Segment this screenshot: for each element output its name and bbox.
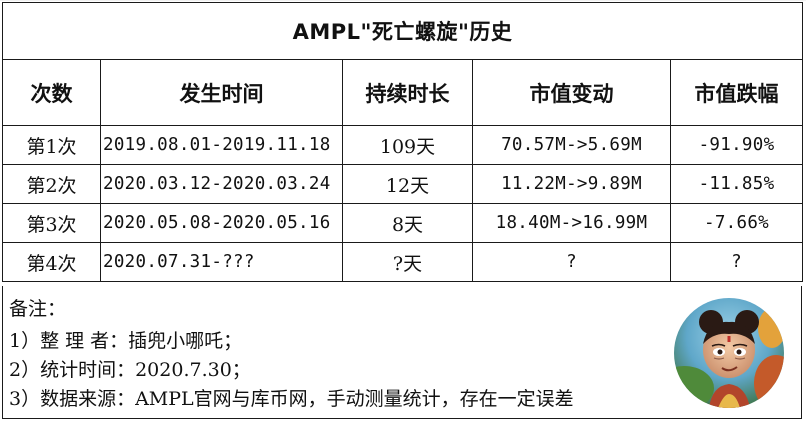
cell-count: 第2次	[2, 164, 101, 204]
cell-cap-change: 11.22M->9.89M	[472, 164, 671, 204]
cell-duration: ?天	[342, 242, 473, 282]
cell-cap-change: 70.57M->5.69M	[472, 125, 671, 165]
header-drop: 市值跌幅	[669, 59, 804, 126]
header-period: 发生时间	[100, 59, 343, 126]
table-row: 第1次 2019.08.01-2019.11.18 109天 70.57M->5…	[2, 125, 804, 165]
table-row: 第2次 2020.03.12-2020.03.24 12天 11.22M->9.…	[2, 164, 804, 204]
table-title: AMPL"死亡螺旋"历史	[1, 2, 804, 60]
notes-section: 备注： 1）整 理 者：插兜小哪吒； 2）统计时间：2020.7.30； 3）数…	[2, 286, 802, 419]
header-duration: 持续时长	[342, 59, 473, 126]
cell-duration: 12天	[342, 164, 473, 204]
cartoon-character-avatar	[674, 298, 784, 408]
cell-period: 2020.05.08-2020.05.16	[100, 203, 343, 243]
cell-period: 2020.03.12-2020.03.24	[100, 164, 343, 204]
header-count: 次数	[2, 59, 101, 126]
cell-cap-change: ?	[472, 242, 671, 282]
cell-period: 2020.07.31-???	[100, 242, 343, 282]
note-line: 3）数据来源：AMPL官网与库币网，手动测量统计，存在一定误差	[9, 388, 574, 410]
cell-period: 2019.08.01-2019.11.18	[100, 125, 343, 165]
cell-count: 第4次	[2, 242, 101, 282]
header-cap-change: 市值变动	[472, 59, 671, 126]
header-row: 次数 发生时间 持续时长 市值变动 市值跌幅	[2, 59, 804, 126]
note-line: 2）统计时间：2020.7.30；	[9, 359, 251, 381]
cell-duration: 8天	[342, 203, 473, 243]
cell-drop: ?	[669, 242, 804, 282]
cell-count: 第3次	[2, 203, 101, 243]
table-row: 第4次 2020.07.31-??? ?天 ? ?	[2, 242, 804, 282]
cell-drop: -91.90%	[669, 125, 804, 165]
cell-drop: -11.85%	[669, 164, 804, 204]
notes-heading: 备注：	[9, 298, 67, 320]
cell-duration: 109天	[342, 125, 473, 165]
cell-count: 第1次	[2, 125, 101, 165]
history-table: AMPL"死亡螺旋"历史 次数 发生时间 持续时长 市值变动 市值跌幅 第1次 …	[1, 2, 804, 282]
cell-cap-change: 18.40M->16.99M	[472, 203, 671, 243]
note-line: 1）整 理 者：插兜小哪吒；	[9, 330, 243, 352]
avatar-illustration-icon	[674, 298, 784, 408]
cell-drop: -7.66%	[669, 203, 804, 243]
table-row: 第3次 2020.05.08-2020.05.16 8天 18.40M->16.…	[2, 203, 804, 243]
